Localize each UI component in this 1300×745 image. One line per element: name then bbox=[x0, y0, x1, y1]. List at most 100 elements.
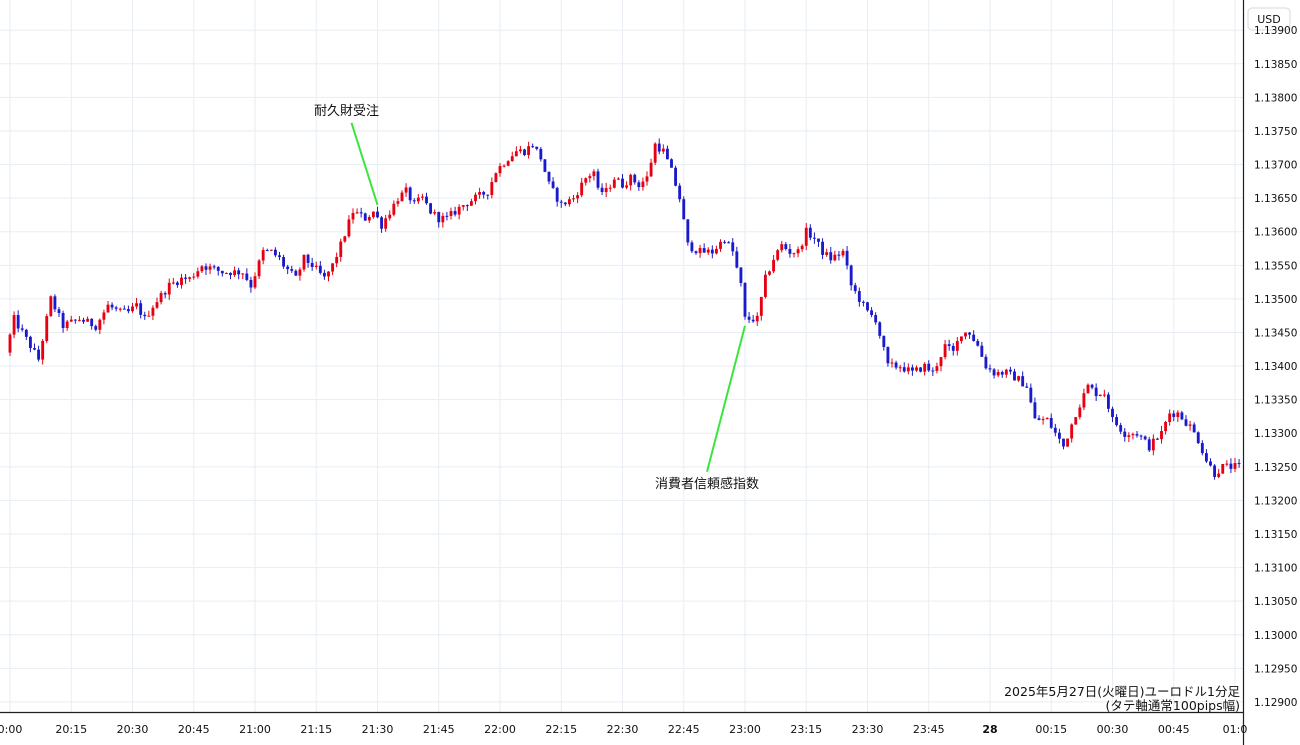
candle bbox=[1025, 382, 1029, 388]
candle-body bbox=[24, 329, 28, 337]
candle bbox=[751, 315, 755, 323]
candle bbox=[612, 177, 616, 189]
candle bbox=[335, 252, 339, 268]
candle-body bbox=[984, 356, 988, 369]
candle bbox=[1057, 428, 1061, 444]
candle-body bbox=[674, 167, 678, 186]
candle bbox=[759, 296, 763, 321]
x-tick-label: 0:00 bbox=[0, 723, 22, 736]
candle-body bbox=[126, 309, 130, 312]
candle-body bbox=[437, 212, 441, 223]
candle-body bbox=[547, 171, 551, 182]
candle bbox=[306, 253, 310, 268]
candle bbox=[527, 141, 531, 159]
y-tick-label: 1.13500 bbox=[1254, 294, 1297, 306]
candle bbox=[808, 224, 812, 241]
candle-body bbox=[318, 265, 322, 273]
x-tick-label: 22:45 bbox=[668, 723, 700, 736]
candle bbox=[445, 211, 449, 221]
candle-body bbox=[1209, 461, 1212, 466]
candle bbox=[739, 267, 743, 287]
candle-body bbox=[959, 336, 963, 342]
candle-body bbox=[935, 366, 939, 371]
candle-body bbox=[77, 319, 81, 321]
candle bbox=[812, 232, 816, 244]
candle bbox=[702, 243, 706, 253]
candle bbox=[98, 318, 102, 335]
candle bbox=[670, 158, 673, 168]
candle bbox=[951, 343, 955, 356]
candle bbox=[1066, 438, 1070, 448]
candle bbox=[65, 319, 69, 331]
candle-body bbox=[698, 248, 702, 254]
candle bbox=[233, 266, 237, 277]
x-tick-label: 20:15 bbox=[55, 723, 87, 736]
candle bbox=[265, 248, 269, 252]
candle bbox=[902, 362, 906, 373]
candle-body bbox=[12, 315, 16, 335]
candle bbox=[343, 235, 347, 243]
candle bbox=[686, 219, 690, 246]
candle-body bbox=[469, 201, 473, 206]
candle-body bbox=[1229, 463, 1233, 469]
candle-body bbox=[1082, 393, 1086, 408]
candle-body bbox=[347, 219, 351, 237]
candle bbox=[665, 145, 669, 160]
candle bbox=[400, 190, 404, 202]
candle bbox=[1139, 434, 1143, 441]
candle bbox=[1041, 416, 1045, 425]
candle bbox=[1017, 375, 1021, 382]
candle-body bbox=[314, 265, 318, 267]
candle bbox=[894, 360, 898, 370]
candle-body bbox=[416, 197, 420, 202]
candle bbox=[735, 246, 739, 269]
annotation-layer: 耐久財受注 消費者信頼感指数 bbox=[314, 104, 759, 492]
candle bbox=[224, 272, 228, 274]
candle-body bbox=[400, 192, 404, 202]
candle bbox=[131, 302, 134, 313]
candle-body bbox=[20, 328, 24, 330]
candle-body bbox=[563, 202, 567, 205]
candle bbox=[763, 270, 767, 299]
candle-body bbox=[94, 326, 98, 330]
candle-body bbox=[596, 171, 600, 188]
candle-body bbox=[204, 266, 208, 270]
candle-body bbox=[41, 340, 45, 360]
candle-body bbox=[1094, 387, 1098, 397]
candle bbox=[890, 358, 894, 368]
candle-body bbox=[224, 272, 228, 274]
candle bbox=[465, 204, 469, 212]
x-tick-label: 28 bbox=[982, 723, 997, 736]
candle bbox=[1086, 383, 1090, 394]
candle bbox=[604, 182, 608, 198]
candle bbox=[755, 312, 759, 326]
candle-body bbox=[739, 267, 743, 283]
candle bbox=[625, 181, 629, 190]
candle bbox=[278, 251, 281, 261]
candle-body bbox=[833, 254, 837, 261]
candle bbox=[322, 269, 326, 280]
candle-body bbox=[1217, 473, 1221, 477]
candle-body bbox=[890, 362, 894, 364]
y-tick-label: 1.13450 bbox=[1254, 327, 1297, 339]
candle bbox=[282, 254, 286, 269]
candle-body bbox=[645, 176, 649, 182]
candle-body bbox=[694, 251, 698, 254]
candle-body bbox=[861, 301, 865, 303]
candle bbox=[821, 238, 825, 260]
candle bbox=[588, 173, 592, 183]
candle-body bbox=[825, 252, 829, 255]
candle bbox=[412, 198, 416, 204]
candle-body bbox=[49, 296, 53, 317]
candle bbox=[1078, 404, 1082, 420]
candle bbox=[425, 192, 428, 205]
candle bbox=[24, 328, 28, 340]
candle-body bbox=[878, 322, 882, 336]
candle-body bbox=[939, 357, 943, 367]
candle bbox=[220, 270, 224, 277]
candle bbox=[33, 343, 36, 351]
candle bbox=[706, 247, 710, 255]
y-tick-label: 1.13600 bbox=[1254, 227, 1297, 239]
currency-badge[interactable] bbox=[1247, 7, 1291, 31]
